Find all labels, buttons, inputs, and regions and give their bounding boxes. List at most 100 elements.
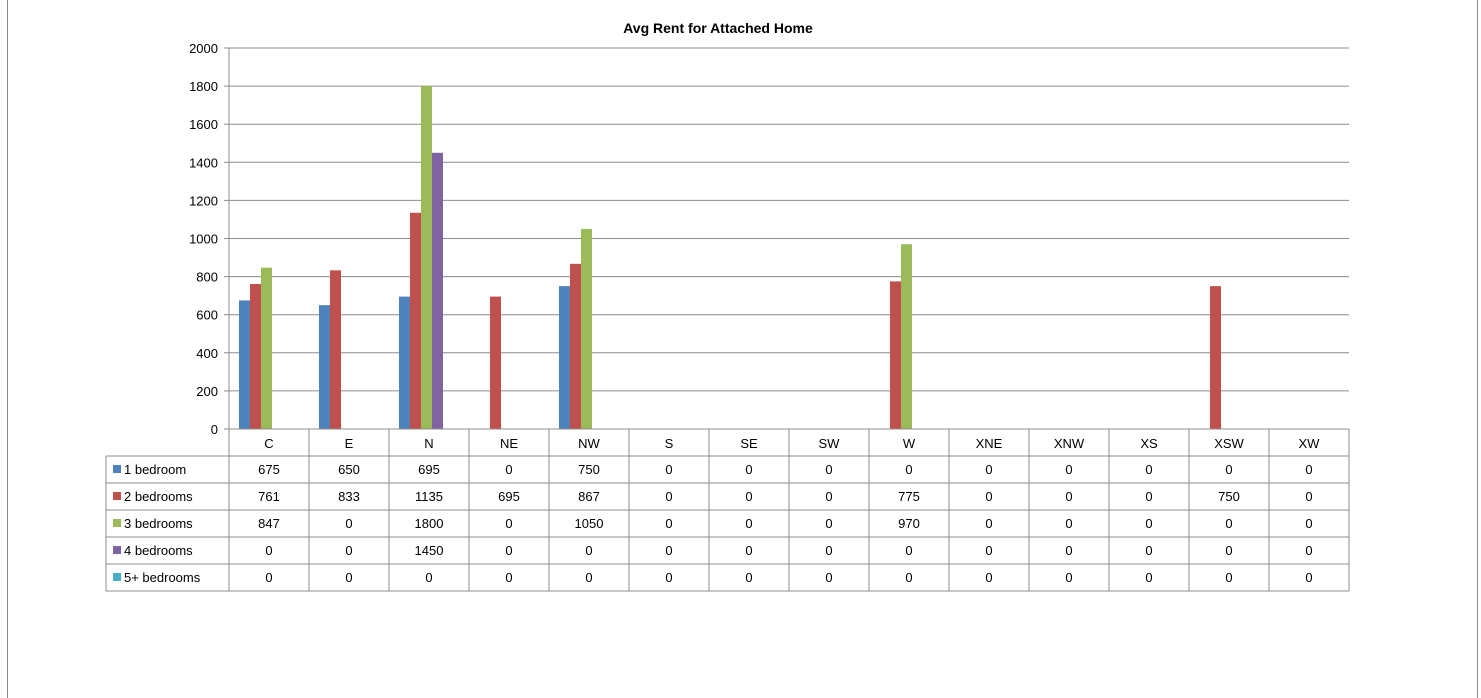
- bar: [432, 152, 443, 429]
- data-label: 675: [258, 462, 280, 477]
- chart-frame: Avg Rent for Attached Home 0 200 400 600 800…: [7, 0, 1478, 698]
- data-label: 0: [905, 543, 912, 558]
- bar: [901, 244, 912, 429]
- data-label: 0: [505, 570, 512, 585]
- x-tick-label: SE: [740, 436, 758, 451]
- legend-label: 2 bedrooms: [124, 489, 193, 504]
- data-label: 0: [665, 489, 672, 504]
- x-tick-label: S: [665, 436, 674, 451]
- data-label: 695: [498, 489, 520, 504]
- y-tick-label: 200: [196, 384, 218, 399]
- data-table: C E N NE NW S SE SW W XNE XNW XS XSW XW 1 bedroom 675 65…: [105, 428, 1350, 592]
- data-label: 1800: [415, 516, 444, 531]
- data-label: 0: [985, 489, 992, 504]
- data-label: 0: [1065, 570, 1072, 585]
- data-label: 0: [1225, 543, 1232, 558]
- data-label: 0: [345, 543, 352, 558]
- data-label: 0: [265, 543, 272, 558]
- data-label: 0: [585, 570, 592, 585]
- data-label: 750: [1218, 489, 1240, 504]
- bar: [570, 263, 581, 429]
- data-label: 0: [1145, 462, 1152, 477]
- data-label: 1450: [415, 543, 444, 558]
- legend-label: 5+ bedrooms: [124, 570, 201, 585]
- y-tick-label: 800: [196, 270, 218, 285]
- data-label: 0: [1305, 489, 1312, 504]
- x-tick-label: NE: [500, 436, 518, 451]
- bar: [490, 296, 501, 429]
- data-label: 0: [745, 543, 752, 558]
- bar: [559, 286, 570, 429]
- y-tick-label: 0: [211, 422, 218, 437]
- legend-label: 1 bedroom: [124, 462, 186, 477]
- chart-title: Avg Rent for Attached Home: [623, 20, 813, 36]
- legend-swatch: [113, 573, 121, 581]
- x-tick-label: N: [424, 436, 433, 451]
- legend-label: 4 bedrooms: [124, 543, 193, 558]
- data-label: 0: [1305, 462, 1312, 477]
- data-label: 0: [985, 543, 992, 558]
- legend-swatch: [113, 465, 121, 473]
- data-label: 0: [665, 516, 672, 531]
- x-tick-label: E: [345, 436, 354, 451]
- data-label: 0: [745, 489, 752, 504]
- data-label: 0: [1145, 489, 1152, 504]
- data-label: 0: [665, 543, 672, 558]
- y-tick-label: 1400: [189, 155, 218, 170]
- y-axis-ticks: 0 200 400 600 800 1000 1200 1400 1600 1800 2000: [189, 41, 218, 437]
- data-label: 0: [1145, 516, 1152, 531]
- bar: [250, 284, 261, 429]
- data-label: 0: [825, 462, 832, 477]
- data-label: 0: [265, 570, 272, 585]
- data-label: 0: [505, 462, 512, 477]
- data-label: 0: [1065, 462, 1072, 477]
- data-label: 0: [825, 516, 832, 531]
- data-label: 0: [825, 543, 832, 558]
- data-label: 0: [425, 570, 432, 585]
- data-label: 867: [578, 489, 600, 504]
- gridlines: [224, 47, 1349, 430]
- data-label: 1135: [415, 489, 443, 504]
- data-label: 970: [898, 516, 920, 531]
- data-label: 775: [898, 489, 920, 504]
- y-tick-label: 1800: [189, 79, 218, 94]
- y-tick-label: 1000: [189, 232, 218, 247]
- bar: [1210, 286, 1221, 429]
- data-label: 0: [1225, 462, 1232, 477]
- bar: [319, 305, 330, 429]
- data-label: 0: [1145, 570, 1152, 585]
- bar: [239, 300, 250, 429]
- data-label: 0: [1065, 489, 1072, 504]
- data-label: 0: [1145, 543, 1152, 558]
- data-label: 0: [1225, 516, 1232, 531]
- data-label: 847: [258, 516, 280, 531]
- data-label: 0: [1305, 516, 1312, 531]
- x-tick-label: W: [903, 436, 916, 451]
- data-label: 650: [338, 462, 360, 477]
- data-label: 0: [1305, 570, 1312, 585]
- data-label: 0: [985, 462, 992, 477]
- data-label: 0: [345, 516, 352, 531]
- data-label: 0: [905, 462, 912, 477]
- bar: [581, 228, 592, 429]
- data-label: 0: [905, 570, 912, 585]
- bar: [890, 281, 901, 429]
- data-label: 0: [1305, 543, 1312, 558]
- x-tick-label: XW: [1299, 436, 1321, 451]
- legend-swatch: [113, 546, 121, 554]
- x-tick-label: C: [264, 436, 273, 451]
- data-label: 0: [985, 570, 992, 585]
- data-label: 0: [825, 570, 832, 585]
- data-label: 0: [745, 516, 752, 531]
- bar: [410, 212, 421, 429]
- legend-label: 3 bedrooms: [124, 516, 193, 531]
- data-label: 0: [825, 489, 832, 504]
- data-label: 833: [338, 489, 360, 504]
- y-tick-label: 1200: [189, 193, 218, 208]
- data-label: 0: [505, 543, 512, 558]
- data-label: 0: [585, 543, 592, 558]
- data-label: 695: [418, 462, 440, 477]
- data-label: 0: [505, 516, 512, 531]
- y-tick-label: 600: [196, 308, 218, 323]
- data-label: 0: [665, 570, 672, 585]
